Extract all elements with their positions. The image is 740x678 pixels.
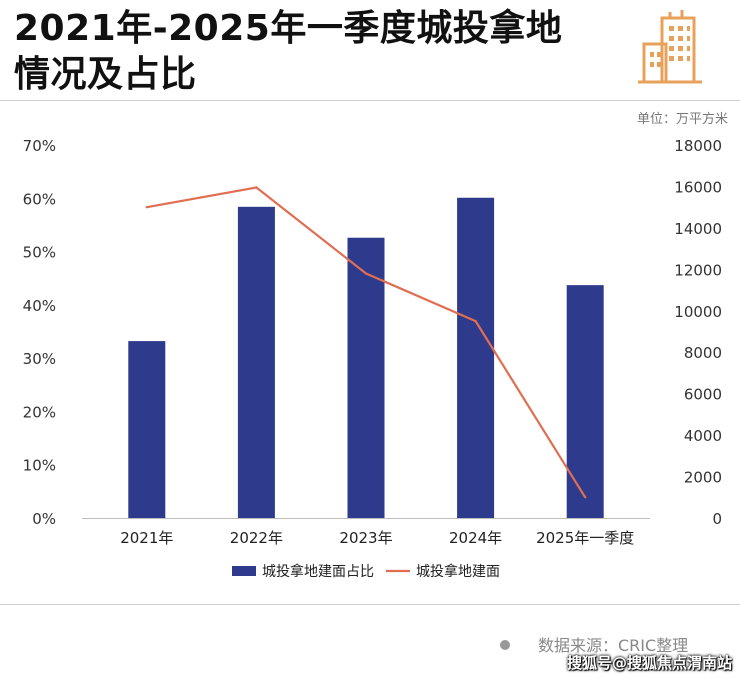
building-icon xyxy=(638,10,702,84)
left-axis-tick-label: 0% xyxy=(32,510,56,528)
x-axis-tick-label: 2025年一季度 xyxy=(536,529,634,547)
left-axis-tick-label: 20% xyxy=(23,403,56,421)
source-note: 数据来源：CRIC整理 xyxy=(500,632,688,656)
legend-line-label: 城投拿地建面 xyxy=(416,563,500,580)
x-axis-tick-label: 2023年 xyxy=(339,529,392,547)
left-axis-tick-label: 10% xyxy=(23,457,56,475)
right-axis-tick-label: 4000 xyxy=(684,427,722,445)
right-axis-tick-label: 0 xyxy=(712,510,722,528)
x-axis-tick-label: 2021年 xyxy=(120,529,173,547)
legend-bar-label: 城投拿地建面占比 xyxy=(262,563,374,580)
x-axis-tick-label: 2022年 xyxy=(230,529,283,547)
bar-1 xyxy=(128,341,166,518)
top-divider xyxy=(0,100,740,101)
legend-bar-swatch xyxy=(232,566,256,576)
x-axis-tick-label: 2024年 xyxy=(449,529,502,547)
source-text: 数据来源：CRIC整理 xyxy=(538,636,689,655)
line-point-5 xyxy=(584,496,587,499)
unit-label: 单位：万平方米 xyxy=(636,112,728,127)
right-axis-tick-label: 8000 xyxy=(684,344,722,362)
bar-5 xyxy=(566,285,604,518)
left-axis-tick-label: 50% xyxy=(23,244,56,262)
right-axis-tick-label: 12000 xyxy=(674,261,722,279)
bottom-divider xyxy=(0,604,740,605)
line-point-1 xyxy=(145,205,148,209)
right-axis-tick-label: 10000 xyxy=(674,303,722,321)
right-axis-tick-label: 16000 xyxy=(674,178,722,196)
left-axis-tick-label: 30% xyxy=(23,350,56,368)
right-axis-tick-label: 14000 xyxy=(674,220,722,238)
right-axis-tick-label: 18000 xyxy=(674,137,722,155)
chart-title-line-1: 2021年-2025年一季度城投拿地 xyxy=(14,8,563,49)
left-axis-tick-label: 70% xyxy=(23,137,56,155)
left-axis-tick-label: 40% xyxy=(23,297,56,315)
bullet-dot-icon xyxy=(500,639,510,650)
right-axis-tick-label: 2000 xyxy=(684,469,722,487)
bar-2 xyxy=(237,206,275,518)
left-axis-tick-label: 60% xyxy=(23,190,56,208)
line-point-2 xyxy=(255,186,258,189)
right-axis-tick-label: 6000 xyxy=(684,386,722,404)
bar-4 xyxy=(457,197,495,518)
bar-3 xyxy=(347,237,385,518)
combo-chart: 0% 10% 20% 30% 40% 50% 60% 70% 0 2000 4000 6000 8000… xyxy=(23,137,722,580)
line-point-3 xyxy=(364,272,368,275)
chart-title-line-2: 情况及占比 xyxy=(14,54,197,95)
chart-title: 2021年-2025年一季度城投拿地 情况及占比 xyxy=(14,6,562,98)
watermark: 搜狐号@搜狐焦点渭南站 xyxy=(566,654,732,672)
line-point-4 xyxy=(474,319,477,323)
